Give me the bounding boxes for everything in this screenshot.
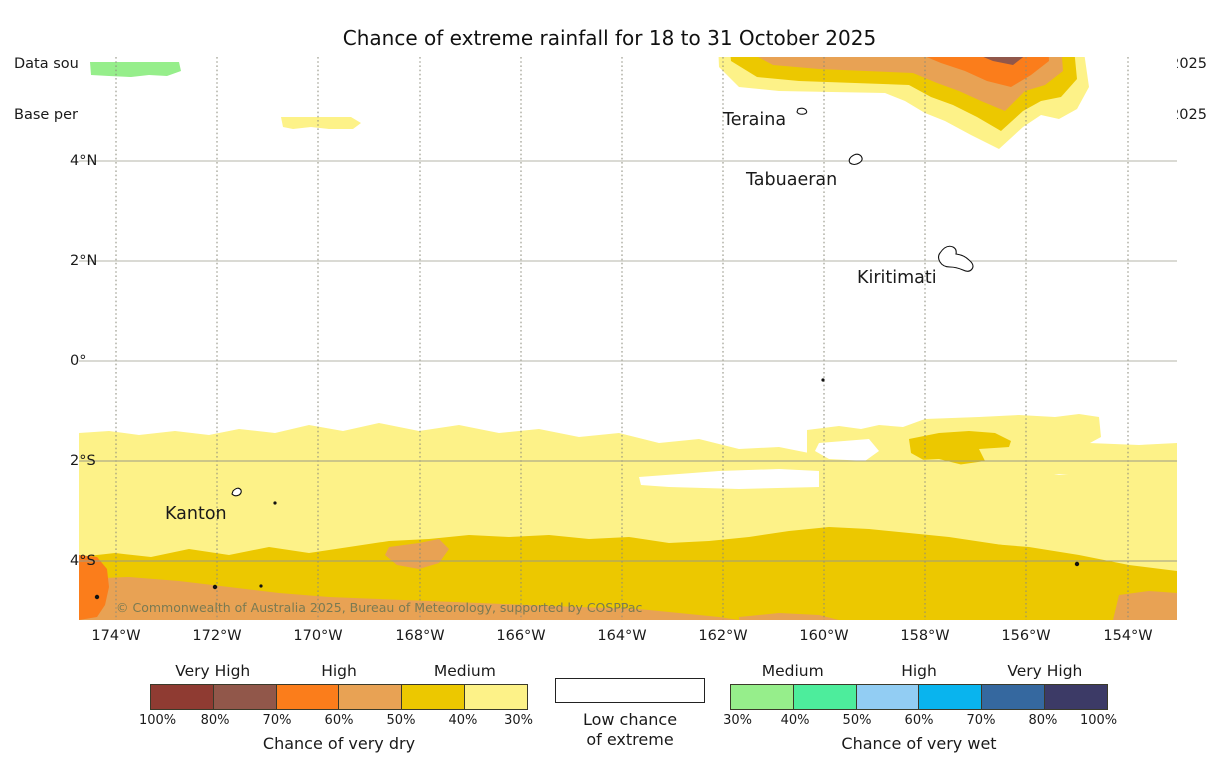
legend-low-chance-swatch[interactable] (555, 678, 705, 703)
x-tick: 158°W (900, 628, 950, 644)
region-sw-dry-60 (79, 555, 109, 620)
region-n170-dry-30 (281, 117, 361, 129)
legend-wet-category: Medium (761, 662, 824, 680)
island-dot-d (259, 584, 263, 588)
x-tick: 166°W (496, 628, 546, 644)
legend-dry-swatch-50-40[interactable] (402, 685, 466, 709)
x-tick: 164°W (597, 628, 647, 644)
legend-wet-tick: 30% (723, 713, 752, 728)
legend-very-dry[interactable]: Very High High Medium 100% 80% 70% 60% 5… (139, 662, 533, 753)
legend-dry-category: Medium (433, 662, 496, 680)
legend-wet-swatch-40-50[interactable] (793, 685, 857, 709)
x-tick: 172°W (192, 628, 242, 644)
legend-dry-category: High (321, 662, 357, 680)
legend-dry-tick: 40% (448, 713, 478, 728)
legend-wet-tick: 100% (1079, 713, 1118, 728)
island-label-kiritimati: Kiritimati (857, 268, 937, 288)
legend-wet-colorbar[interactable] (730, 684, 1108, 710)
legend-dry-caption: Chance of very dry (262, 734, 416, 753)
legend-dry-tick: 50% (386, 713, 416, 728)
island-teraina-shape (796, 107, 808, 115)
legend-wet-caption: Chance of very wet (841, 734, 997, 753)
legend-dry-swatch-40-30[interactable] (465, 685, 527, 709)
region-nw-wet-30 (90, 62, 181, 77)
island-shapes (94, 107, 1080, 600)
y-tick: 4°S (70, 553, 96, 569)
x-tick: 170°W (293, 628, 343, 644)
island-kanton-shape (231, 487, 242, 497)
contour-map-svg (79, 57, 1177, 620)
region-ne-dry-70 (983, 57, 1024, 65)
legend-wet-tick: 50% (842, 713, 872, 728)
legend-dry-swatch-60-50[interactable] (339, 685, 403, 709)
region-sw-dry-40 (79, 527, 1177, 620)
legend-wet-swatch-50-60[interactable] (856, 685, 920, 709)
legend-low-chance-line1: Low chance (582, 710, 678, 729)
x-tick: 156°W (1001, 628, 1051, 644)
y-tick: 0° (70, 353, 87, 369)
legend-dry-ticks: 100% 80% 70% 60% 50% 40% 30% (139, 713, 533, 731)
island-dot-c (212, 584, 218, 590)
x-tick: 168°W (395, 628, 445, 644)
island-label-teraina: Teraina (723, 110, 787, 130)
legend-wet-swatch-80-100[interactable] (1045, 685, 1107, 709)
legend-dry-swatch-100-80[interactable] (151, 685, 214, 709)
region-white-gap-a (815, 439, 879, 461)
legend-wet-ticks: 30% 40% 50% 60% 70% 80% 100% (723, 713, 1117, 731)
y-tick: 2°S (70, 453, 96, 469)
region-sw-gold-patch (499, 565, 579, 587)
region-se-dry-50 (1113, 591, 1177, 620)
legend-dry-colorbar[interactable] (150, 684, 528, 710)
map-gridlines (79, 57, 1177, 620)
legend-dry-tick: 30% (504, 713, 533, 728)
legend-low-chance[interactable]: Low chance of extreme (555, 678, 705, 750)
legend-wet-category: High (901, 662, 937, 680)
legend-dry-tick: 70% (262, 713, 292, 728)
island-label-kanton: Kanton (165, 504, 227, 524)
page-title: Chance of extreme rainfall for 18 to 31 … (342, 26, 877, 50)
island-dot-a (273, 501, 277, 505)
legend-wet-category: Very High (1007, 662, 1083, 680)
region-white-gap-b (639, 469, 819, 489)
region-ne-dry-60 (926, 57, 1049, 87)
x-tick: 160°W (799, 628, 849, 644)
legend-dry-tick: 80% (200, 713, 230, 728)
legend-wet-swatch-70-80[interactable] (982, 685, 1046, 709)
legend-wet-swatch-30-40[interactable] (731, 685, 794, 709)
legend-low-chance-line2: of extreme (586, 730, 674, 749)
legend-wet-tick: 40% (780, 713, 810, 728)
region-se-dry-50b (739, 613, 839, 620)
island-dot-b (821, 378, 825, 382)
legend-very-wet[interactable]: Medium High Very High 30% 40% 50% 60% 70… (723, 662, 1117, 753)
x-tick: 174°W (91, 628, 141, 644)
y-tick: 4°N (70, 153, 98, 169)
island-dot-f (1074, 561, 1080, 567)
island-kiritimati-shape (937, 245, 974, 272)
map-plot-area[interactable] (79, 57, 1177, 620)
legend-wet-swatch-60-70[interactable] (919, 685, 983, 709)
y-tick: 2°N (70, 253, 98, 269)
legend-wet-tick: 60% (904, 713, 934, 728)
island-tabuaeran-shape (848, 153, 863, 166)
region-sw-dry-50b (79, 577, 739, 620)
x-tick: 154°W (1103, 628, 1153, 644)
legend-dry-swatch-70-60[interactable] (276, 685, 340, 709)
copyright-text: © Commonwealth of Australia 2025, Bureau… (116, 600, 643, 615)
legend-dry-tick: 100% (138, 713, 177, 728)
legend-dry-swatch-80-70[interactable] (213, 685, 277, 709)
legend-dry-category: Very High (175, 662, 251, 680)
legend-wet-tick: 70% (966, 713, 996, 728)
island-dot-e (94, 594, 100, 600)
legend-wet-tick: 80% (1028, 713, 1058, 728)
legend-dry-categories: Very High High Medium (150, 662, 528, 682)
x-tick: 162°W (698, 628, 748, 644)
legend-low-chance-caption: Low chance of extreme (555, 710, 705, 750)
region-mid-dry-40 (679, 557, 939, 591)
legend-wet-categories: Medium High Very High (730, 662, 1108, 682)
island-label-tabuaeran: Tabuaeran (746, 170, 838, 190)
legend-dry-tick: 60% (324, 713, 354, 728)
